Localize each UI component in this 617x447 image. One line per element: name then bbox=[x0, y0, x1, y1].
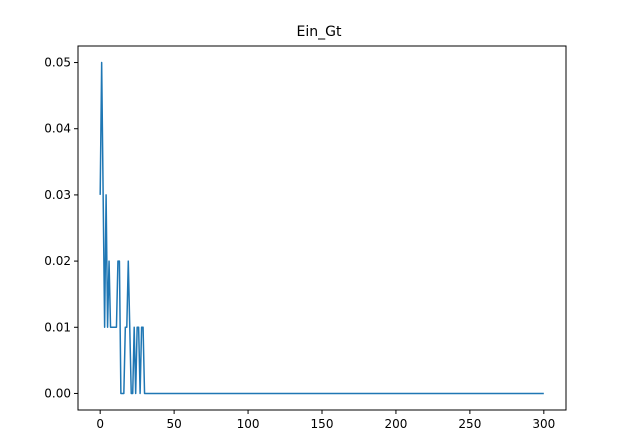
y-tick-label: 0.03 bbox=[44, 188, 71, 202]
series-layer bbox=[99, 61, 544, 395]
x-tick-label: 50 bbox=[166, 417, 181, 431]
x-tick-label: 100 bbox=[237, 417, 260, 431]
y-tick-label: 0.01 bbox=[44, 320, 71, 334]
chart-title: Ein_Gt bbox=[297, 24, 342, 40]
y-tick-label: 0.02 bbox=[44, 254, 71, 268]
x-tick-label: 0 bbox=[96, 417, 104, 431]
y-tick-label: 0.04 bbox=[44, 122, 71, 136]
plot-area bbox=[77, 45, 567, 411]
y-tick-label: 0.05 bbox=[44, 56, 71, 70]
x-tick-label: 150 bbox=[311, 417, 334, 431]
plot-frame bbox=[77, 45, 567, 411]
x-tick-label: 200 bbox=[384, 417, 407, 431]
x-axis: 0 50 100 150 200 250 300 bbox=[96, 410, 555, 431]
y-axis: 0.00 0.01 0.02 0.03 0.04 0.05 bbox=[44, 56, 78, 400]
series-line bbox=[99, 61, 544, 395]
x-tick-label: 250 bbox=[458, 417, 481, 431]
y-tick-label: 0.00 bbox=[44, 386, 71, 400]
x-tick-label: 300 bbox=[532, 417, 555, 431]
